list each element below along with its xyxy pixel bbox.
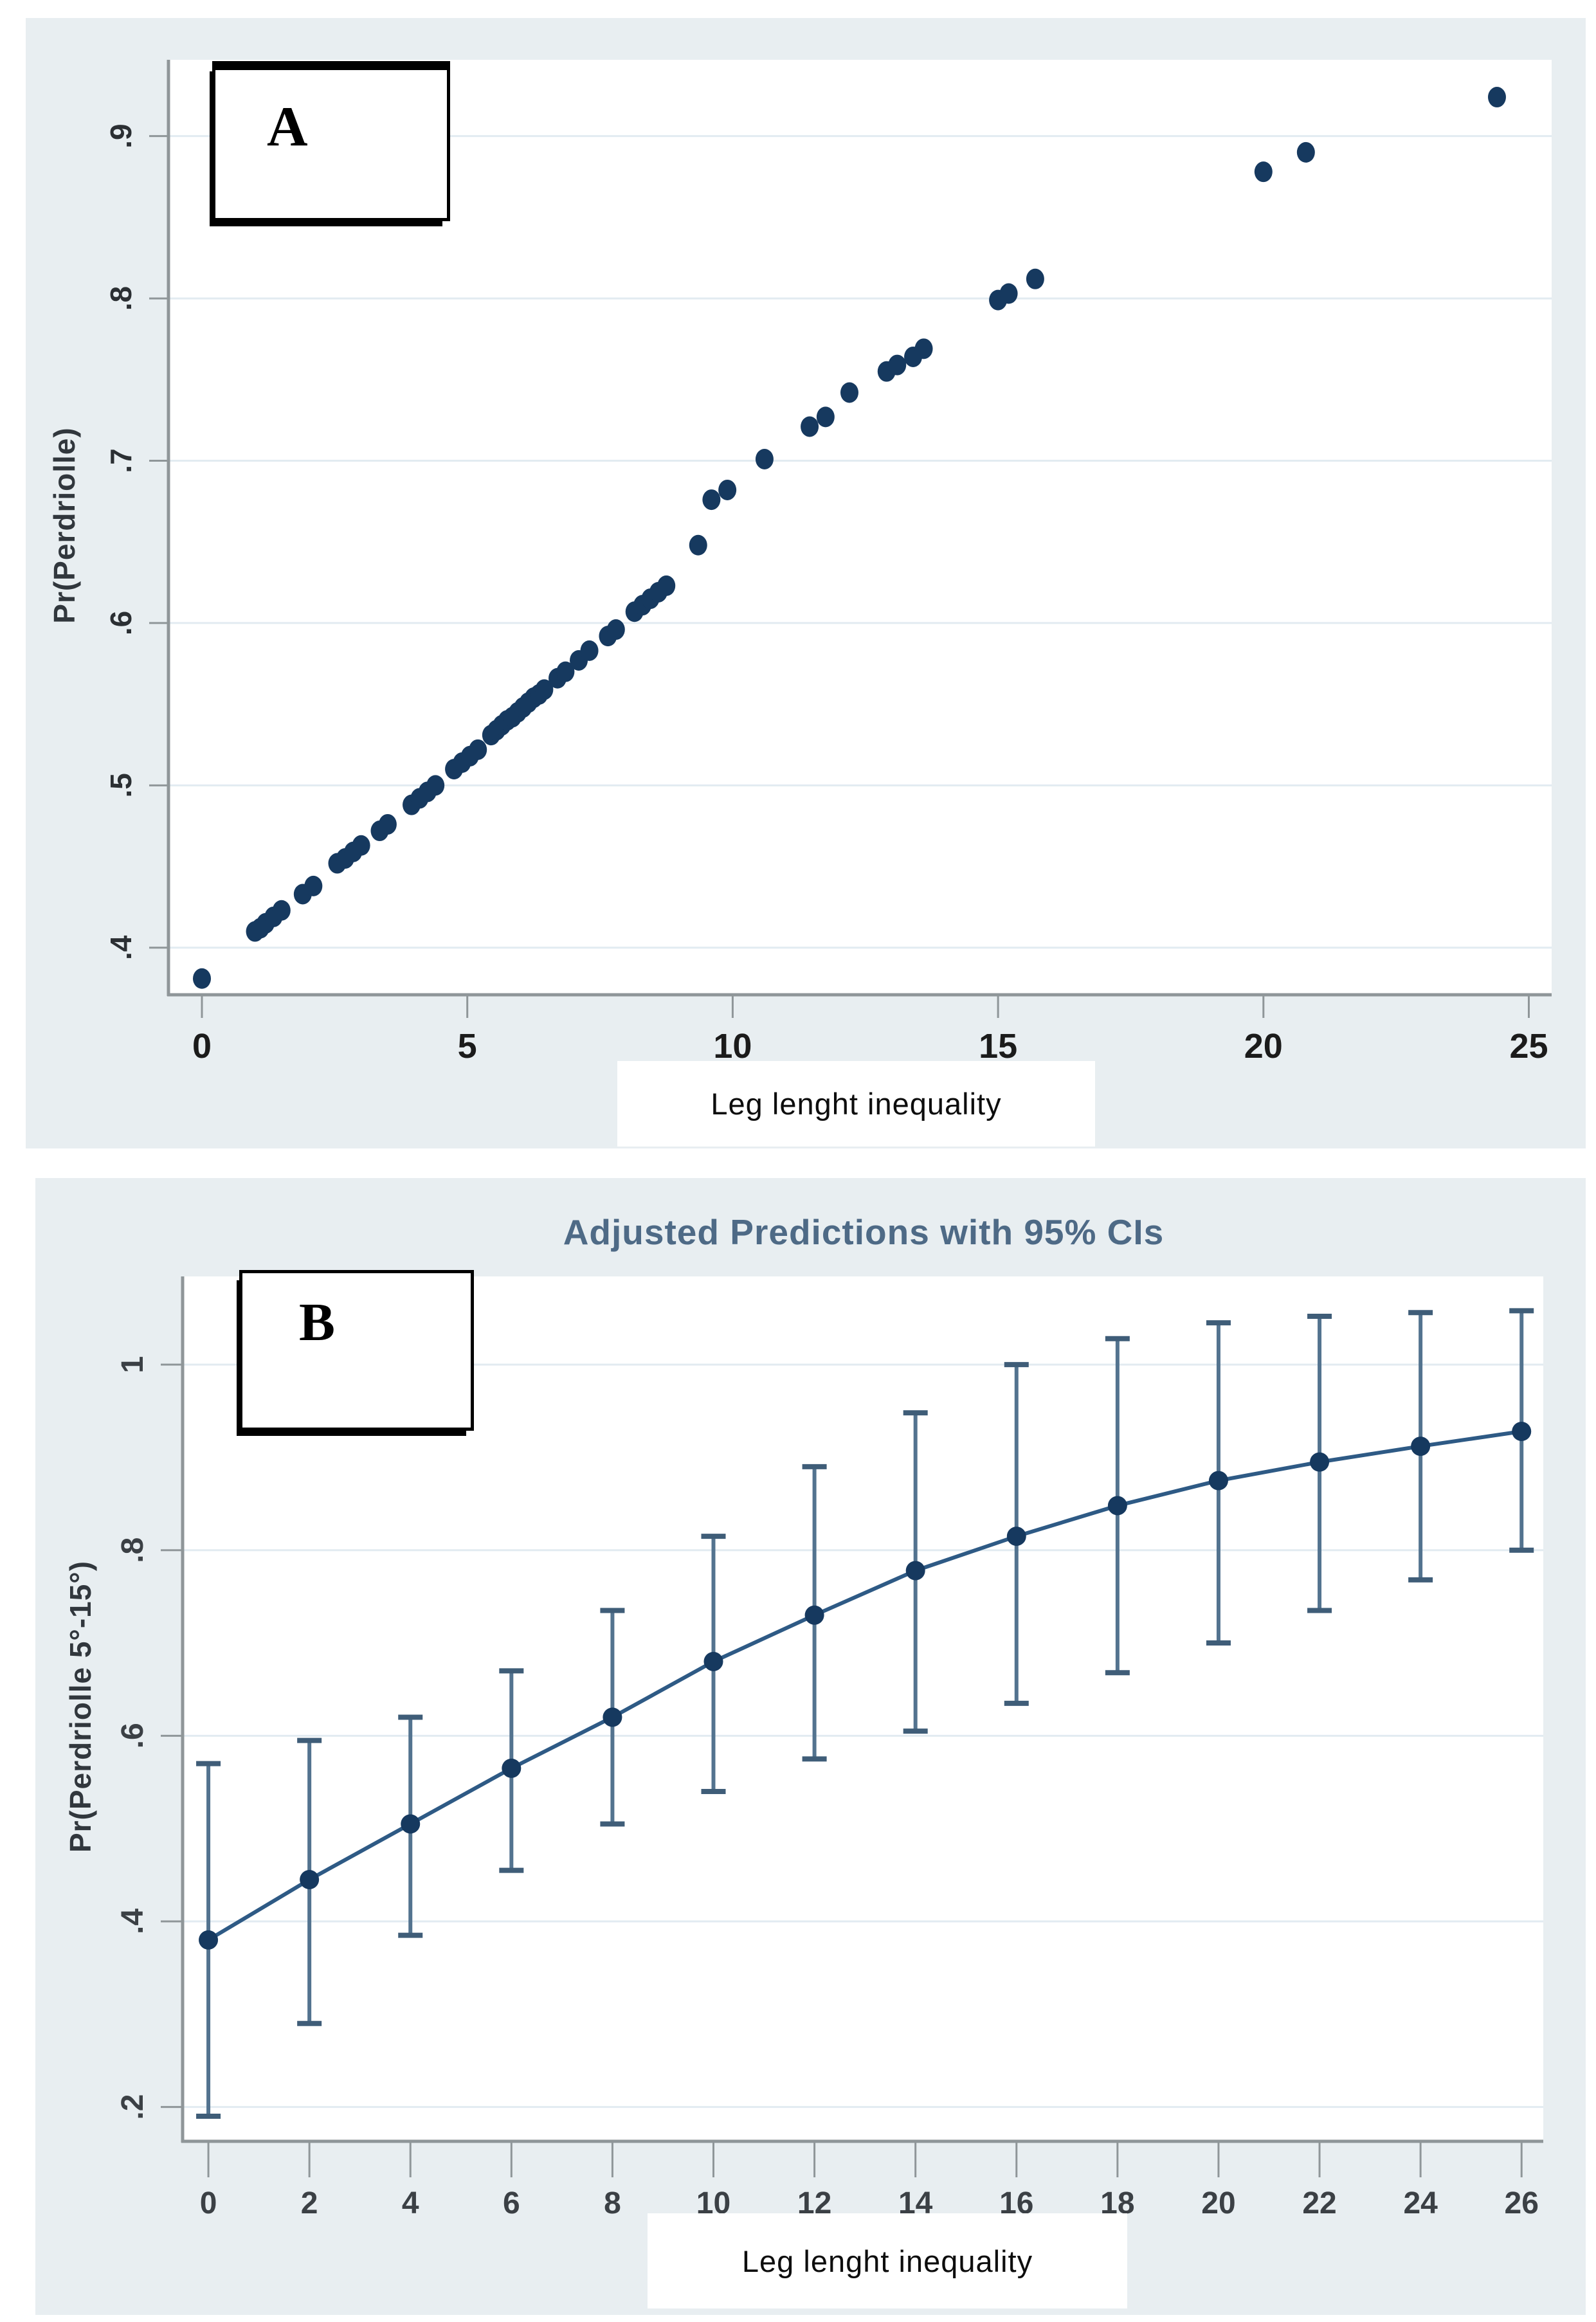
x-tick-label: 6 bbox=[503, 2186, 520, 2220]
x-tick-label: 8 bbox=[604, 2186, 621, 2220]
prediction-point bbox=[1006, 1527, 1026, 1546]
prediction-point bbox=[1208, 1471, 1228, 1491]
scatter-point bbox=[193, 968, 212, 989]
x-tick-label: 0 bbox=[200, 2186, 217, 2220]
panel-b-x-axis-title: Leg lenght inequality bbox=[741, 2244, 1033, 2278]
x-tick-label: 2 bbox=[301, 2186, 318, 2220]
scatter-point bbox=[657, 575, 676, 596]
scatter-point bbox=[426, 775, 445, 796]
prediction-point bbox=[401, 1814, 421, 1834]
panel-b-y-axis-title: Pr(Perdriolle 5°-15°) bbox=[64, 1560, 97, 1853]
panel-a-label-box: A bbox=[212, 61, 450, 221]
y-tick-label: .8 bbox=[104, 286, 138, 311]
scatter-point bbox=[801, 416, 819, 437]
y-tick-label: .9 bbox=[104, 123, 138, 148]
x-tick-label: 20 bbox=[1201, 2186, 1235, 2220]
scatter-point bbox=[469, 739, 487, 760]
scatter-point bbox=[755, 448, 774, 469]
prediction-point bbox=[1512, 1422, 1532, 1442]
prediction-point bbox=[1107, 1496, 1127, 1516]
panel-a-letter: A bbox=[267, 96, 308, 158]
y-tick-label: .6 bbox=[116, 1723, 150, 1748]
y-tick-label: .4 bbox=[104, 935, 138, 960]
prediction-point bbox=[300, 1870, 320, 1890]
x-tick-label: 5 bbox=[458, 1027, 477, 1066]
x-tick-label: 15 bbox=[979, 1027, 1017, 1066]
x-tick-label: 4 bbox=[402, 2186, 419, 2220]
scatter-point bbox=[999, 283, 1018, 304]
x-tick-label: 25 bbox=[1509, 1027, 1548, 1066]
scatter-point bbox=[840, 382, 858, 403]
y-tick-label: 1 bbox=[116, 1356, 150, 1374]
x-tick-label: 0 bbox=[192, 1027, 212, 1066]
prediction-point bbox=[804, 1605, 824, 1625]
scatter-point bbox=[888, 354, 907, 376]
panel-a-x-axis-title: Leg lenght inequality bbox=[711, 1087, 1002, 1121]
prediction-point bbox=[199, 1930, 219, 1950]
x-tick-label: 26 bbox=[1505, 2186, 1539, 2220]
scatter-point bbox=[1296, 141, 1315, 163]
scatter-point bbox=[1254, 161, 1273, 183]
scatter-point bbox=[816, 406, 835, 428]
scatter-point bbox=[378, 813, 397, 835]
prediction-point bbox=[1310, 1452, 1330, 1472]
y-tick-label: .6 bbox=[104, 611, 138, 635]
x-tick-label: 20 bbox=[1244, 1027, 1283, 1066]
scatter-point bbox=[272, 900, 291, 921]
scatter-point bbox=[1026, 268, 1044, 289]
x-tick-label: 22 bbox=[1302, 2186, 1336, 2220]
prediction-line bbox=[207, 1429, 1522, 1942]
panel-a: 0 5 10 15 20 25.4.5.6.7.8.9 A Pr(Perdriolle) … bbox=[26, 18, 1586, 1148]
scatter-point bbox=[304, 875, 323, 896]
prediction-point bbox=[603, 1707, 622, 1727]
panel-a-x-axis-title-box: Leg lenght inequality bbox=[617, 1061, 1095, 1147]
scatter-point bbox=[718, 479, 737, 500]
prediction-point bbox=[1411, 1437, 1431, 1456]
prediction-point bbox=[905, 1561, 925, 1581]
scatter-point bbox=[556, 661, 575, 682]
panel-a-y-axis-title: Pr(Perdriolle) bbox=[48, 427, 81, 624]
prediction-point bbox=[703, 1651, 723, 1671]
panel-b: 0 2 4 6 8 10 12 14 16 18 20 22 24 26.2.4.6.8 1 Adjuste… bbox=[35, 1178, 1586, 2315]
scatter-point bbox=[914, 338, 933, 359]
scatter-point bbox=[1487, 87, 1506, 108]
panel-b-chart-title: Adjusted Predictions with 95% CIs bbox=[563, 1212, 1165, 1252]
y-tick-label: .7 bbox=[104, 448, 138, 473]
scatter-point bbox=[535, 679, 554, 700]
y-tick-label: .8 bbox=[116, 1537, 150, 1563]
scatter-point bbox=[580, 640, 599, 661]
scatter-point bbox=[352, 835, 370, 856]
panel-b-x-axis-title-box: Leg lenght inequality bbox=[648, 2213, 1127, 2308]
scatter-point bbox=[606, 619, 625, 640]
panel-b-label-box: B bbox=[239, 1270, 474, 1431]
x-tick-label: 10 bbox=[713, 1027, 752, 1066]
prediction-point bbox=[502, 1758, 521, 1778]
x-tick-label: 24 bbox=[1403, 2186, 1438, 2220]
y-tick-label: .5 bbox=[104, 773, 138, 797]
y-tick-label: .4 bbox=[116, 1909, 150, 1934]
panel-b-letter: B bbox=[299, 1293, 336, 1352]
scatter-point bbox=[702, 489, 721, 511]
scatter-point bbox=[689, 534, 707, 556]
y-tick-label: .2 bbox=[116, 2094, 150, 2120]
